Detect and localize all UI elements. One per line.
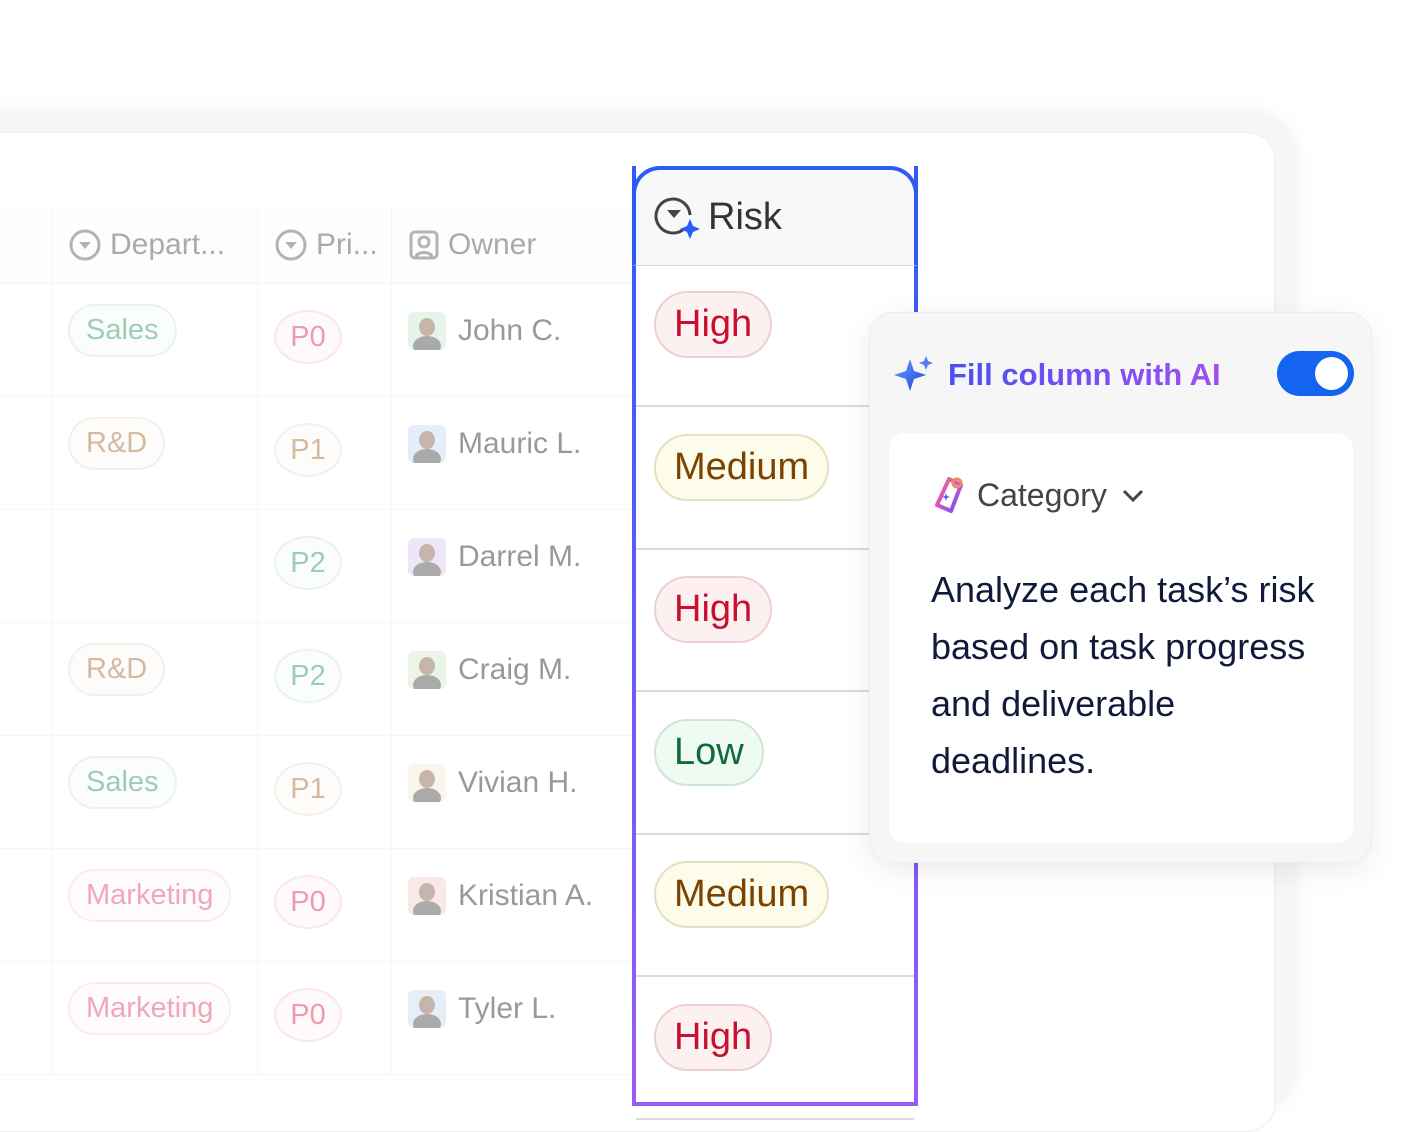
owner-cell[interactable]: Darrel M.	[392, 510, 640, 623]
ai-prompt-text[interactable]: Analyze each task’s risk based on task p…	[931, 569, 1315, 781]
fill-ai-toggle[interactable]	[1277, 351, 1354, 396]
priority-pill: P0	[274, 988, 342, 1042]
risk-pill: High	[654, 291, 773, 358]
risk-cell[interactable]: Medium	[636, 835, 914, 977]
avatar	[408, 877, 446, 915]
name-cell[interactable]	[0, 284, 52, 397]
name-cell[interactable]	[0, 736, 52, 849]
priority-pill: P0	[274, 875, 342, 929]
column-header-risk[interactable]: Risk	[632, 166, 918, 266]
priority-cell[interactable]: P0	[258, 962, 392, 1075]
risk-pill: Low	[654, 718, 764, 786]
header-label: Pri...	[316, 228, 378, 261]
header-label: Depart...	[110, 228, 226, 261]
priority-cell[interactable]: P0	[258, 849, 392, 962]
category-label: Category	[977, 476, 1107, 513]
owner: John C.	[408, 312, 624, 350]
owner: Vivian H.	[408, 764, 624, 802]
department-cell[interactable]: Marketing	[52, 962, 258, 1075]
name-cell[interactable]	[0, 510, 52, 623]
column-header-name[interactable]	[0, 207, 52, 284]
owner-name: Darrel M.	[458, 540, 582, 573]
chevron-down-icon	[1122, 489, 1143, 503]
fill-column-ai-panel: Fill column with AI Category Analyze eac…	[869, 312, 1372, 863]
priority-cell[interactable]: P1	[258, 397, 392, 510]
priority-pill: P2	[274, 649, 342, 703]
priority-pill: P1	[274, 762, 342, 816]
risk-pill: Medium	[654, 861, 830, 928]
risk-cell[interactable]: High	[636, 978, 914, 1120]
department-pill: Marketing	[68, 869, 232, 922]
name-cell[interactable]	[0, 962, 52, 1075]
department-cell[interactable]: Marketing	[52, 849, 258, 962]
department-cell[interactable]: R&D	[52, 397, 258, 510]
owner-name: Mauric L.	[458, 427, 582, 460]
department-pill: Marketing	[68, 982, 232, 1035]
avatar	[408, 764, 446, 802]
risk-pill: High	[654, 1003, 773, 1071]
avatar	[408, 538, 446, 576]
person-icon	[409, 230, 439, 260]
department-cell[interactable]: Sales	[52, 284, 258, 397]
owner: Mauric L.	[408, 425, 624, 463]
owner-cell[interactable]: Kristian A.	[392, 849, 640, 962]
risk-cell[interactable]: High	[636, 265, 914, 407]
risk-pill: High	[654, 576, 773, 643]
sparkle-icon	[894, 356, 933, 391]
risk-pill: Medium	[654, 433, 830, 501]
priority-cell[interactable]: P2	[258, 510, 392, 623]
department-pill: Sales	[68, 304, 177, 357]
owner: Kristian A.	[408, 877, 624, 915]
name-cell[interactable]	[0, 849, 52, 962]
owner-cell[interactable]: Tyler L.	[392, 962, 640, 1075]
avatar	[408, 651, 446, 689]
tag-icon	[935, 477, 963, 513]
department-pill: R&D	[68, 417, 166, 470]
avatar	[408, 312, 446, 350]
column-header-owner[interactable]: Owner	[392, 207, 640, 284]
owner: Craig M.	[408, 651, 624, 689]
risk-cell[interactable]: High	[636, 550, 914, 692]
ai-dropdown-icon	[654, 197, 700, 239]
owner-cell[interactable]: Vivian H.	[392, 736, 640, 849]
department-pill: Sales	[68, 756, 177, 809]
risk-cell[interactable]: Medium	[636, 408, 914, 550]
priority-cell[interactable]: P2	[258, 623, 392, 736]
header-label: Owner	[448, 228, 537, 261]
owner-cell[interactable]: Mauric L.	[392, 397, 640, 510]
column-header-priority[interactable]: Pri...	[258, 207, 392, 284]
owner-name: Kristian A.	[458, 879, 594, 912]
priority-cell[interactable]: P0	[258, 284, 392, 397]
owner: Tyler L.	[408, 990, 624, 1028]
owner-cell[interactable]: Craig M.	[392, 623, 640, 736]
avatar	[408, 425, 446, 463]
owner-cell[interactable]: John C.	[392, 284, 640, 397]
dropdown-circle-icon	[275, 229, 307, 261]
owner-name: Craig M.	[458, 653, 572, 686]
priority-pill: P0	[274, 310, 342, 364]
column-header-department[interactable]: Depart...	[52, 207, 258, 284]
name-cell[interactable]	[0, 623, 52, 736]
priority-cell[interactable]: P1	[258, 736, 392, 849]
ai-config-card: Category Analyze each task’s risk based …	[889, 433, 1353, 843]
owner-name: Vivian H.	[458, 766, 578, 799]
department-pill: R&D	[68, 643, 166, 696]
owner-name: Tyler L.	[458, 992, 557, 1025]
category-dropdown[interactable]: Category	[929, 475, 1147, 515]
department-cell[interactable]	[52, 510, 258, 623]
risk-cell[interactable]: Low	[636, 693, 914, 835]
avatar	[408, 990, 446, 1028]
owner-name: John C.	[458, 314, 562, 347]
department-cell[interactable]: R&D	[52, 623, 258, 736]
priority-pill: P2	[274, 536, 342, 590]
panel-title: Fill column with AI	[948, 357, 1221, 392]
name-cell[interactable]	[0, 397, 52, 510]
department-cell[interactable]: Sales	[52, 736, 258, 849]
priority-pill: P1	[274, 423, 342, 477]
owner: Darrel M.	[408, 538, 624, 576]
dropdown-circle-icon	[69, 229, 101, 261]
risk-header-label: Risk	[708, 196, 782, 238]
